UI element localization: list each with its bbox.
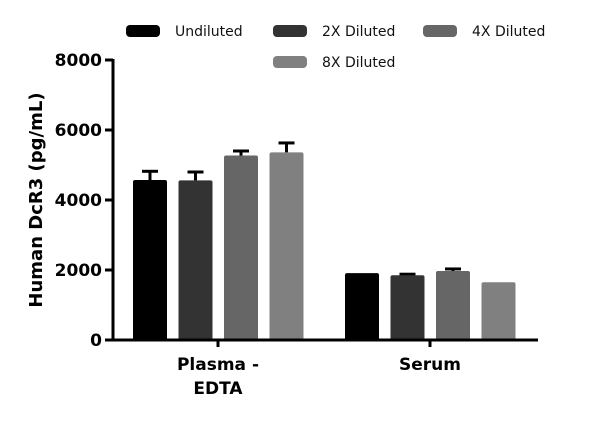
y-tick-label: 4000	[55, 191, 102, 211]
bar-rect	[178, 180, 213, 340]
legend-label: Undiluted	[175, 24, 243, 40]
bar	[133, 169, 167, 340]
legend-label: 4X Diluted	[472, 24, 545, 40]
y-tick-label: 2000	[55, 261, 102, 281]
legend-item: Undiluted	[126, 24, 243, 40]
bar-rect	[345, 273, 379, 340]
bar	[269, 141, 304, 340]
y-tick-label: 8000	[55, 51, 102, 71]
bar-rect	[133, 180, 167, 340]
legend-swatch	[273, 25, 307, 37]
y-tick-label: 0	[90, 331, 102, 351]
bar-rect	[224, 155, 258, 340]
bar	[345, 273, 379, 340]
legend-swatch	[126, 25, 160, 37]
legend-label: 2X Diluted	[322, 24, 395, 40]
legend-item: 4X Diluted	[423, 24, 545, 40]
y-axis-title: Human DcR3 (pg/mL)	[26, 92, 47, 307]
bar-rect	[269, 152, 304, 340]
bar	[178, 170, 213, 340]
bar-rect	[390, 275, 425, 340]
x-category-label: Serum	[399, 355, 461, 375]
legend-label: 8X Diluted	[322, 55, 395, 71]
bar	[481, 282, 516, 340]
bars	[133, 141, 516, 340]
bar	[436, 267, 470, 340]
legend-swatch	[273, 56, 307, 68]
legend-item: 8X Diluted	[273, 55, 395, 71]
y-tick-label: 6000	[55, 121, 102, 141]
legend-swatch	[423, 25, 457, 37]
bar	[224, 149, 258, 340]
axes	[111, 59, 538, 342]
bar-rect	[481, 282, 516, 340]
y-ticks: 0 2000 4000 6000 8000	[55, 51, 113, 351]
legend-item: 2X Diluted	[273, 24, 395, 40]
x-category-label: EDTA	[193, 379, 243, 399]
x-category-label: Plasma -	[177, 355, 259, 375]
x-categories: Plasma - EDTA Serum	[177, 340, 461, 399]
bar-rect	[436, 271, 470, 340]
legend: Undiluted 2X Diluted 4X Diluted 8X Diluted	[126, 24, 545, 71]
bar	[390, 272, 425, 340]
